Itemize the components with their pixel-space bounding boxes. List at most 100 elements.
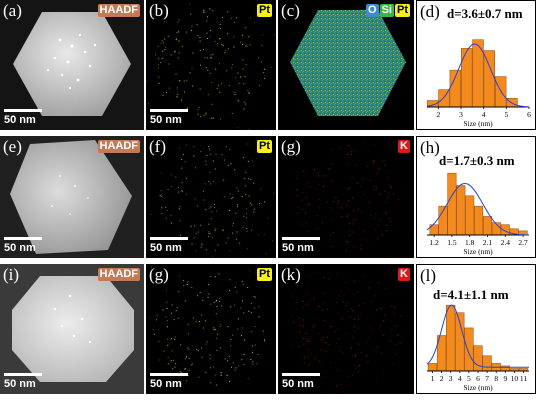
panel-label-c: (c): [281, 1, 300, 20]
histogram-bar: [474, 205, 484, 236]
pt-tag: Pt: [257, 268, 272, 281]
pt-elemental-map-g: [146, 264, 276, 394]
k-tag: K: [398, 268, 410, 281]
x-tick-label: 7: [485, 374, 489, 383]
panel-i-haadf-image: (i) HAADF 50 nm: [0, 264, 144, 394]
x-tick-label: 1: [431, 374, 435, 383]
panel-label-f: (f): [149, 137, 166, 156]
panel-a-haadf-image: (a) HAADF 50 nm: [0, 0, 144, 130]
x-tick-label: 1.2: [429, 238, 439, 247]
haadf-image-i: [0, 264, 144, 394]
panel-label-b: (b): [149, 1, 169, 20]
hexagon-map: [290, 10, 406, 116]
histogram-bar: [482, 355, 492, 372]
o-tag: O: [366, 4, 379, 17]
x-axis-label: Size (nm): [463, 247, 493, 256]
panel-label-d: (d): [420, 2, 440, 21]
panel-label-l: (l): [420, 266, 437, 285]
size-distribution-label: d=1.7±0.3 nm: [439, 153, 515, 168]
x-axis-label: Size (nm): [463, 383, 493, 392]
k-elemental-map-k: [278, 264, 414, 394]
histogram-d-plot: 2 3 4 5 6 Size (nm): [426, 39, 531, 128]
histogram-h-plot: 1.2 1.5 1.8 2.1 2.4 2.7 Size (nm): [426, 172, 530, 256]
x-tick-label: 2: [436, 110, 440, 119]
x-tick-label: 6: [527, 110, 531, 119]
scale-bar: 50 nm: [4, 109, 42, 126]
x-tick-label: 2.1: [483, 238, 493, 247]
histogram-d: 2 3 4 5 6 Size (nm) (d) d=3.6±0.7 nm: [416, 0, 536, 130]
x-tick-label: 8: [494, 374, 498, 383]
panel-label-a: (a): [3, 1, 22, 20]
histogram-bar: [447, 172, 457, 236]
gaussian-fit-line: [426, 182, 530, 236]
haadf-tag: HAADF: [97, 140, 140, 153]
si-tag: Si: [379, 4, 394, 17]
panel-c-merged-map: (c) O Si Pt: [278, 0, 414, 130]
scale-bar: 50 nm: [282, 237, 320, 254]
x-tick-label: 5: [504, 110, 508, 119]
signal-speckle: [146, 1, 276, 130]
histogram-l-plot: 1 2 3 4 5 6 7 8 9 10 11 Size (nm): [426, 304, 529, 392]
scale-bar: 50 nm: [150, 109, 188, 126]
panel-e-haadf-image: (e) HAADF 50 nm: [0, 136, 144, 258]
histogram-bar: [473, 345, 483, 372]
gaussian-fit-line: [426, 304, 529, 368]
panel-label-g: (g): [281, 137, 301, 156]
signal-speckle: [149, 266, 266, 389]
scale-bar: 50 nm: [4, 373, 42, 390]
panel-b-pt-map: (b) Pt 50 nm: [146, 0, 276, 130]
k-tag: K: [398, 140, 410, 153]
x-tick-label: 9: [503, 374, 507, 383]
histogram-bar: [456, 185, 466, 236]
octagon-particle: [12, 276, 134, 382]
panel-k-k-map: (k) K 50 nm: [278, 264, 414, 394]
x-tick-label: 1.5: [447, 238, 457, 247]
x-tick-label: 5: [467, 374, 471, 383]
histogram-bar: [482, 216, 493, 236]
signal-speckle: [150, 139, 275, 258]
panel-label-k: (k): [281, 265, 301, 284]
x-tick-label: 2.7: [518, 238, 528, 247]
x-tick-label: 10: [511, 374, 519, 383]
panel-f-pt-map: (f) Pt 50 nm: [146, 136, 276, 258]
x-tick-label: 6: [476, 374, 480, 383]
panel-label-e: (e): [3, 137, 22, 156]
histogram-bar: [483, 50, 496, 108]
pt-nanoparticles: [51, 175, 89, 215]
x-tick-label: 3: [449, 374, 453, 383]
panel-g-k-map: (g) K 50 nm: [278, 136, 414, 258]
histogram-bar: [500, 365, 510, 372]
histogram-l: 1 2 3 4 5 6 7 8 9 10 11 Size (nm) (l) d=4.1±1.1 nm: [416, 264, 536, 394]
size-distribution-label: d=3.6±0.7 nm: [447, 6, 523, 21]
histogram-bar: [460, 48, 473, 108]
histogram-bar: [464, 327, 474, 372]
panel-label-i: (i): [3, 265, 20, 284]
panel-g-pt-map: (g) Pt 50 nm: [146, 264, 276, 394]
signal-speckle: [280, 136, 409, 258]
scale-bar: 50 nm: [150, 237, 188, 254]
pt-tag: Pt: [257, 4, 272, 17]
pt-tag: Pt: [395, 4, 410, 17]
hexagon-particle: [13, 12, 131, 116]
x-tick-label: 2.4: [501, 238, 511, 247]
pt-nanoparticles: [46, 33, 97, 90]
haadf-image-a: [0, 0, 144, 130]
histogram-h: 1.2 1.5 1.8 2.1 2.4 2.7 Size (nm) (h) d=1.7±0.…: [416, 136, 536, 258]
x-tick-label: 2: [440, 374, 444, 383]
signal-speckle: [288, 264, 414, 394]
pt-nanoparticles: [53, 294, 92, 344]
histogram-bar: [465, 195, 475, 236]
panel-label-h: (h): [420, 138, 440, 157]
haadf-tag: HAADF: [97, 268, 140, 281]
element-tags: O Si Pt: [366, 4, 410, 17]
pt-elemental-map-b: [146, 0, 276, 130]
x-axis-label: Size (nm): [463, 119, 493, 128]
merged-elemental-map-c: [278, 0, 414, 130]
histogram-bar: [446, 304, 456, 372]
scale-bar: 50 nm: [150, 373, 188, 390]
x-tick-label: 4: [458, 374, 462, 383]
histogram-bar: [494, 76, 507, 108]
x-tick-label: 1.8: [465, 238, 475, 247]
scale-bar: 50 nm: [282, 373, 320, 390]
